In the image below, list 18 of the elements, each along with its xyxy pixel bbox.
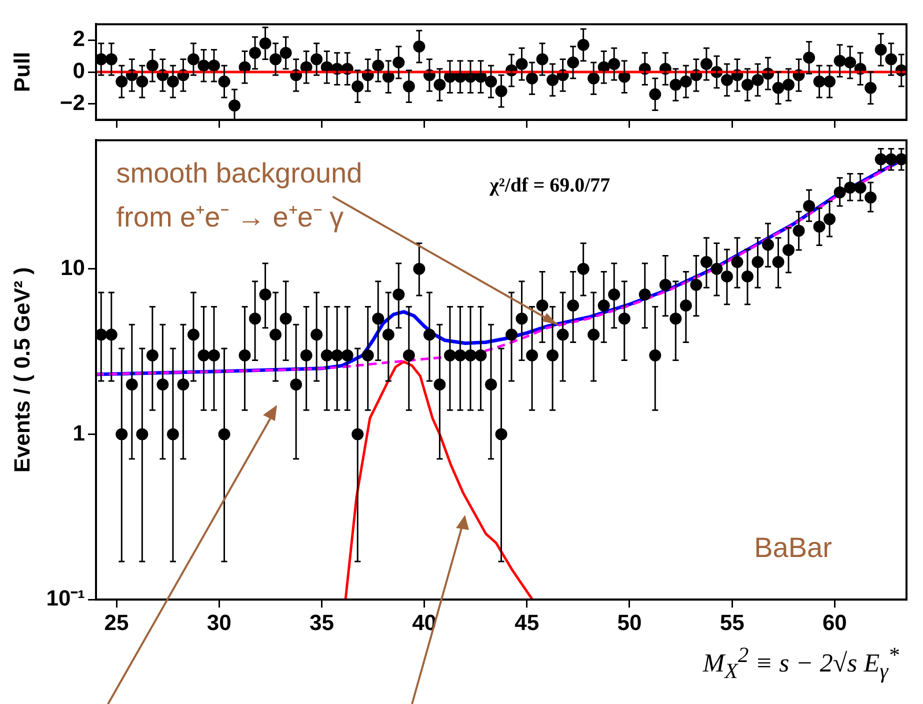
x-tick-label: 30 [206,610,232,635]
y-axis-title: Pull [9,52,34,92]
y-tick-label: −2 [60,90,85,115]
x-tick-label: 25 [104,610,129,635]
annotation: smooth background from e⁺e⁻ → e⁺e⁻ γ [116,157,362,232]
annotation: BaBar [754,532,832,563]
y-tick-label: 10⁻¹ [46,586,85,611]
y-tick-label: 10 [60,254,85,280]
y-axis-title: Events / ( 0.5 GeV² ) [9,267,34,473]
x-tick-label: 55 [720,610,744,635]
x-tick-label: 60 [822,610,847,635]
annotation: χ²/df = 69.0/77 [488,174,610,196]
x-tick-label: 50 [617,610,642,635]
y-tick-label: 2 [72,26,85,52]
x-tick-label: 45 [514,610,540,635]
y-tick-label: 1 [72,420,85,446]
x-tick-label: 35 [309,610,334,635]
y-tick-label: 0 [72,58,85,84]
